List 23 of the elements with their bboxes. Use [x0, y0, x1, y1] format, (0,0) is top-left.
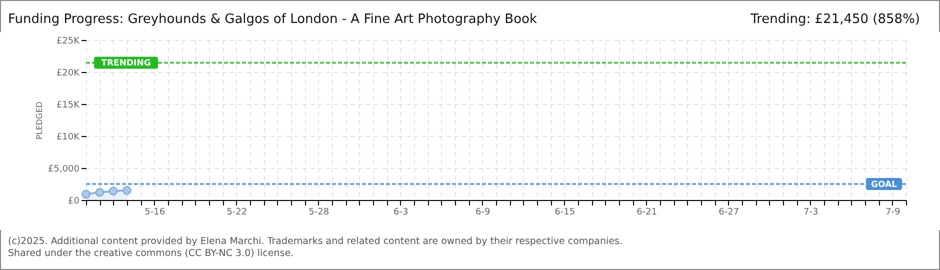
- ref-line-label: GOAL: [871, 180, 898, 190]
- x-tick-label: 6-27: [718, 208, 740, 218]
- y-tick-label: £10K: [56, 132, 81, 142]
- x-tick-label: 7-3: [803, 208, 818, 218]
- y-axis-title: PLEDGED: [35, 102, 44, 140]
- text: Shared under the creative commons (CC BY-NC 3.0) license.: [8, 248, 295, 260]
- y-tick-label: £20K: [56, 68, 81, 78]
- x-tick-label: 5-28: [308, 208, 330, 218]
- chart-title: Funding Progress: Greyhounds & Galgos of London - A Fine Art Photography Book: [8, 12, 538, 27]
- x-tick-label: 6-21: [636, 208, 658, 218]
- text: (c)2025. Additional content provided by Elena Marchi. Trademarks and related content are owned by their respective companies.: [8, 236, 622, 248]
- x-tick-label: 5-16: [144, 208, 166, 218]
- x-tick-label: 6-9: [475, 208, 490, 218]
- y-tick-label: £0: [68, 196, 80, 206]
- x-tick-label: 5-22: [226, 208, 248, 218]
- y-tick-label: £5,000: [48, 164, 80, 174]
- chart-subtitle: Trending: £21,450 (858%): [750, 12, 920, 27]
- x-tick-label: 6-3: [393, 208, 408, 218]
- y-tick-label: £25K: [56, 36, 81, 46]
- ref-line-label: TRENDING: [101, 58, 151, 69]
- x-tick-label: 6-15: [554, 208, 576, 218]
- y-tick-label: £15K: [56, 100, 81, 110]
- x-tick-label: 7-9: [885, 208, 900, 218]
